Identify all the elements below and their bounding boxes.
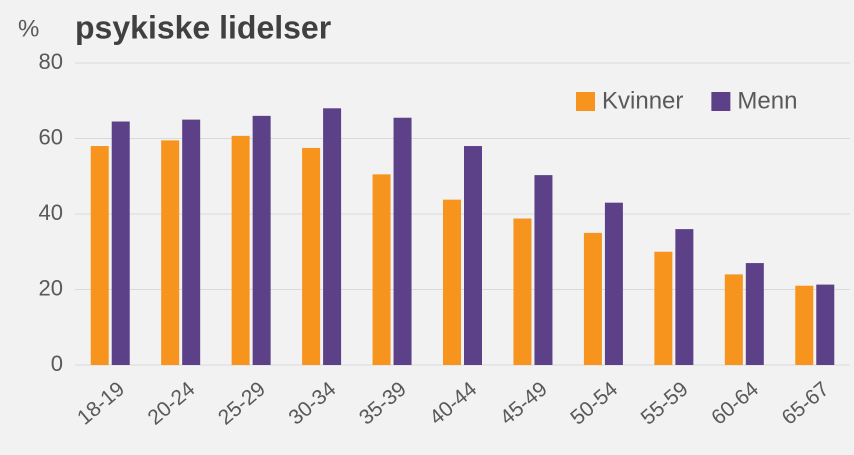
y-tick-label: 60: [39, 124, 63, 149]
bar: [816, 284, 835, 365]
bar: [393, 117, 412, 365]
legend-label: Menn: [737, 87, 797, 114]
y-tick-label: 0: [51, 351, 63, 376]
bar: [724, 274, 743, 365]
chart-title: psykiske lidelser: [75, 9, 331, 45]
bar: [443, 199, 461, 365]
y-tick-label: 20: [39, 275, 63, 300]
bar: [90, 146, 109, 365]
y-axis-label: %: [18, 15, 39, 42]
bar: [182, 119, 201, 365]
bar: [323, 108, 342, 366]
bar: [231, 135, 250, 365]
bar: [654, 251, 673, 365]
bar: [745, 263, 764, 365]
y-tick-label: 40: [39, 200, 63, 225]
legend-swatch: [576, 92, 595, 111]
bar: [583, 232, 602, 365]
bar: [534, 175, 553, 365]
bar: [252, 115, 271, 365]
bar: [302, 147, 321, 365]
bar: [161, 140, 180, 365]
bar: [111, 121, 130, 365]
legend-swatch: [711, 92, 731, 111]
bar: [513, 218, 532, 365]
bar: [604, 202, 623, 365]
bar: [464, 146, 482, 365]
bar: [675, 229, 694, 365]
legend-label: Kvinner: [602, 87, 683, 114]
y-tick-label: 80: [39, 49, 63, 74]
bar: [372, 174, 391, 365]
bar: [795, 285, 814, 365]
